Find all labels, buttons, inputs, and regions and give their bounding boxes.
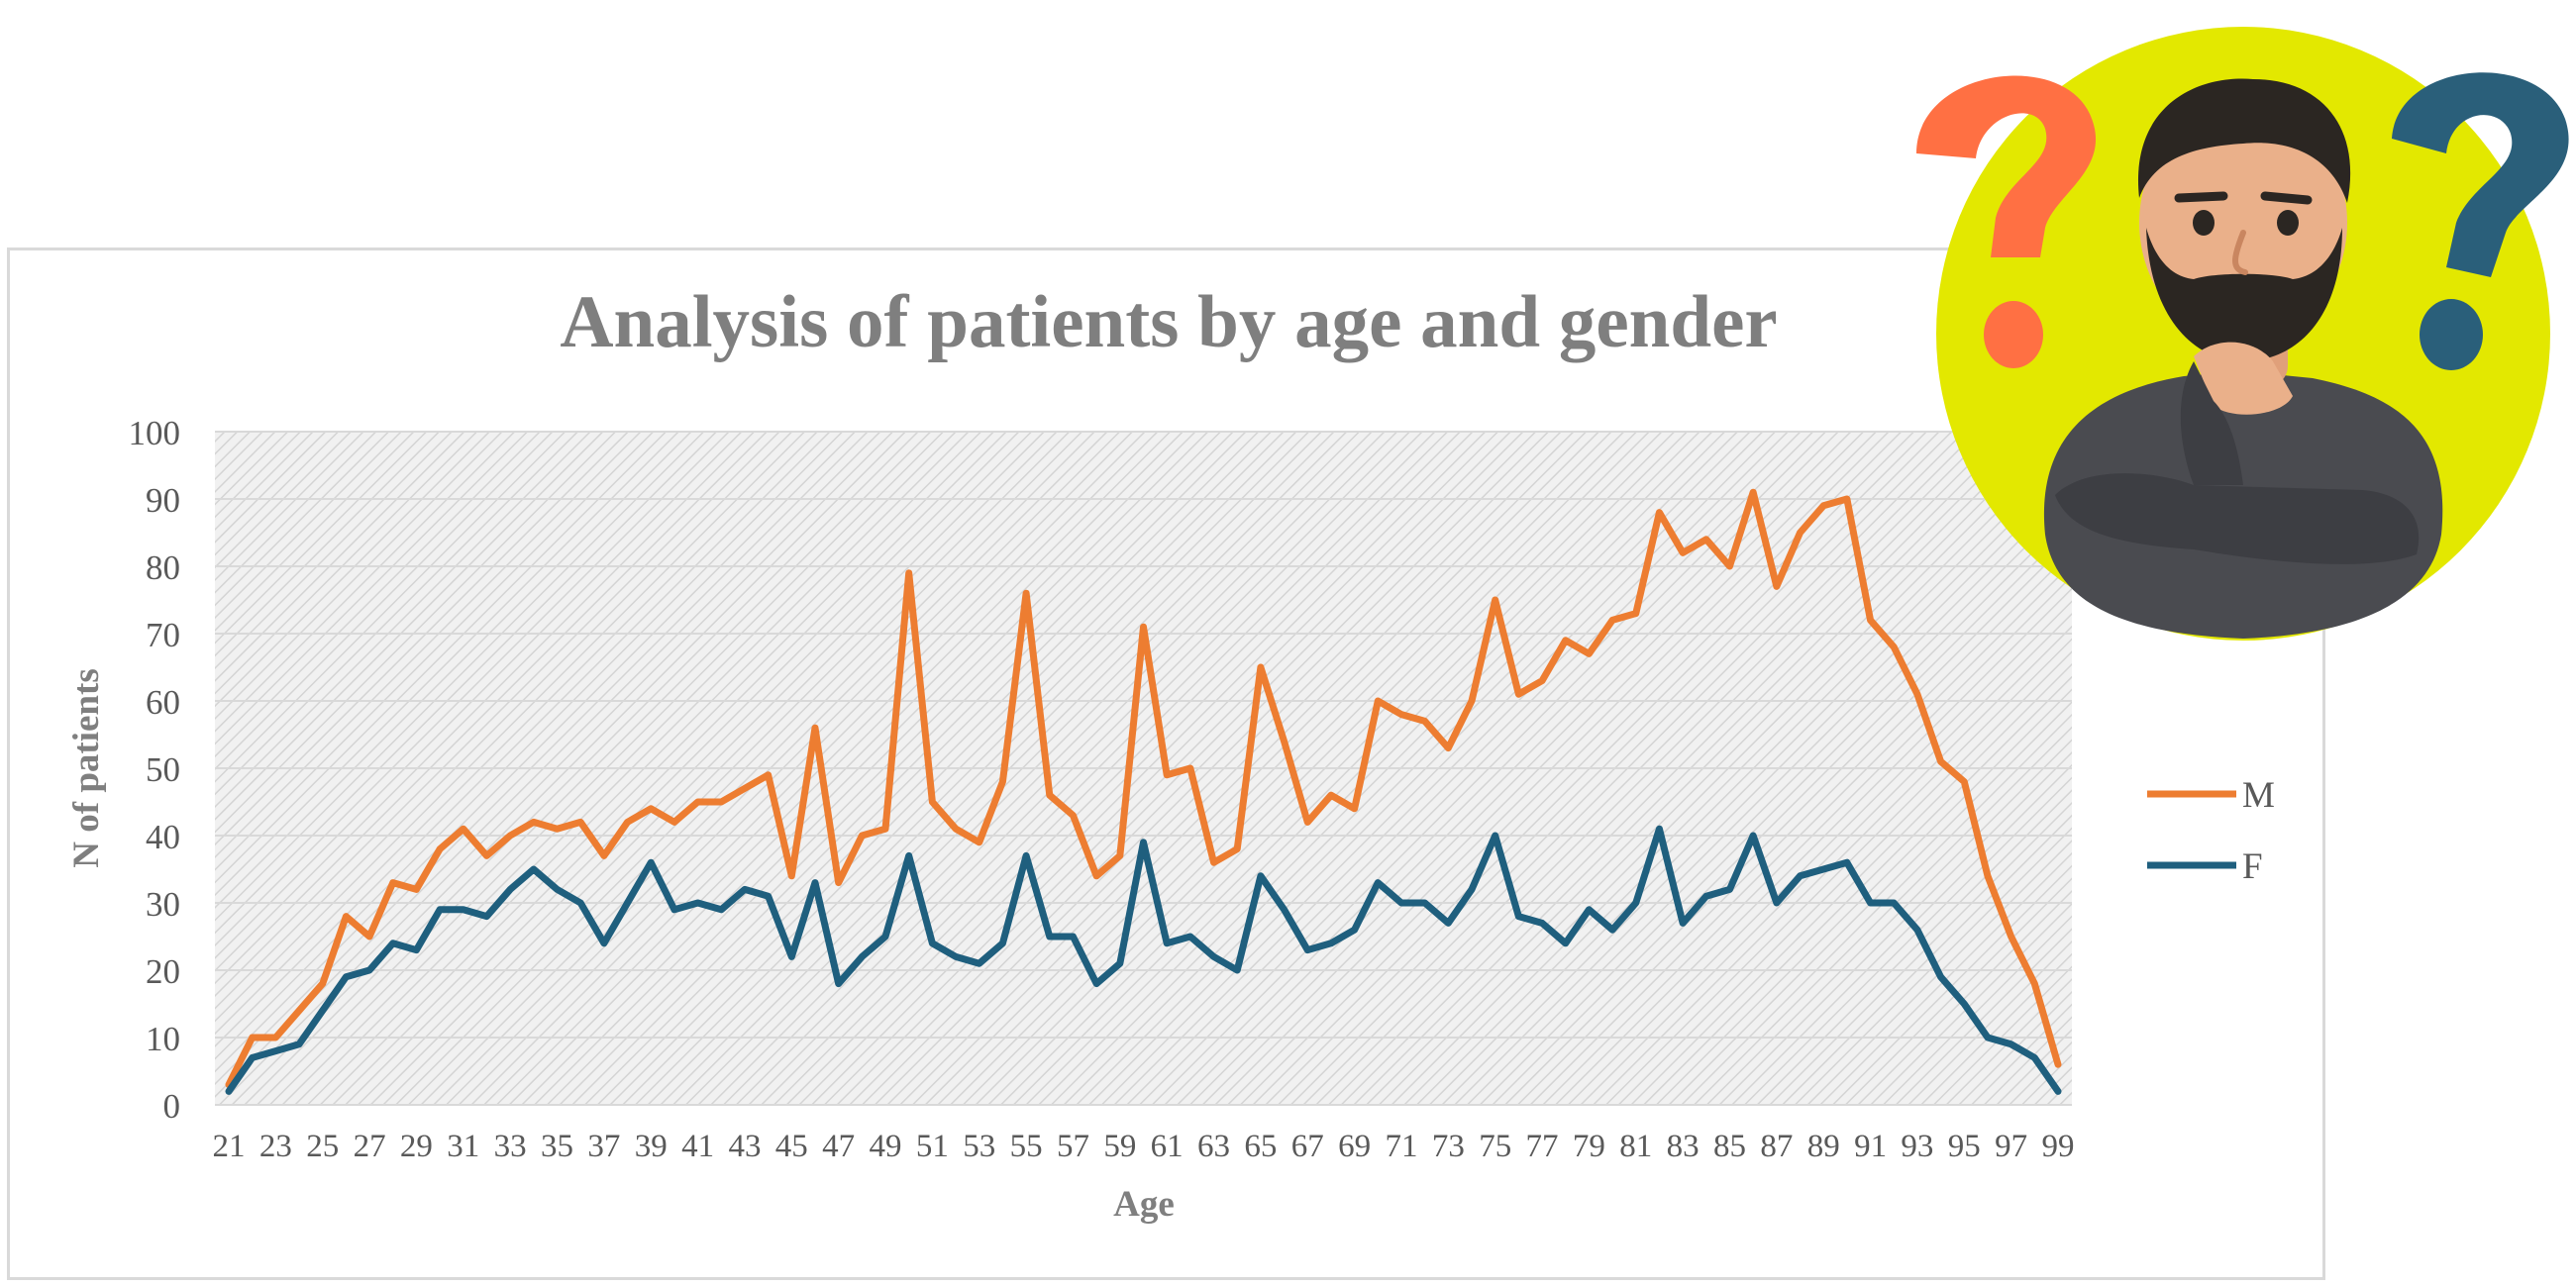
x-tick-label: 87 <box>1760 1129 1793 1164</box>
y-tick-label: 50 <box>146 750 180 789</box>
x-tick-label: 29 <box>400 1129 433 1164</box>
x-tick-label: 45 <box>775 1129 808 1164</box>
y-tick-label: 30 <box>146 885 180 924</box>
x-tick-label: 81 <box>1619 1129 1652 1164</box>
y-tick-label: 10 <box>146 1020 180 1058</box>
x-tick-label: 23 <box>259 1129 292 1164</box>
x-tick-label: 83 <box>1667 1129 1700 1164</box>
x-tick-label: 69 <box>1338 1129 1371 1164</box>
x-tick-label: 49 <box>870 1129 902 1164</box>
x-tick-label: 25 <box>306 1129 339 1164</box>
x-tick-label: 85 <box>1713 1129 1746 1164</box>
y-tick-label: 100 <box>129 414 181 452</box>
y-tick-label: 0 <box>163 1087 181 1126</box>
x-tick-label: 51 <box>916 1129 949 1164</box>
y-tick-label: 40 <box>146 818 180 856</box>
x-tick-label: 61 <box>1151 1129 1184 1164</box>
x-tick-label: 73 <box>1432 1129 1465 1164</box>
x-tick-label: 79 <box>1573 1129 1605 1164</box>
x-tick-label: 65 <box>1244 1129 1277 1164</box>
series-lines <box>225 488 2062 1095</box>
blue-question-mark-icon <box>2392 72 2569 370</box>
x-tick-label: 43 <box>728 1129 761 1164</box>
x-tick-labels: 21 23 25 27 29 31 33 35 37 39 41 43 45 47 49 51 53 55 57 59… <box>213 1129 2075 1164</box>
legend-label: F <box>2242 846 2263 887</box>
x-tick-label: 33 <box>494 1129 527 1164</box>
x-tick-label: 57 <box>1057 1129 1089 1164</box>
x-tick-label: 31 <box>447 1129 479 1164</box>
orange-question-mark-icon <box>1916 75 2097 368</box>
thinking-man-with-question-marks-icon <box>1916 27 2569 641</box>
x-tick-label: 35 <box>541 1129 573 1164</box>
chart-title: Analysis of patients by age and gender <box>560 281 1777 363</box>
x-tick-label: 95 <box>1948 1129 1981 1164</box>
y-tick-label: 60 <box>146 683 180 722</box>
legend-label: M <box>2242 775 2275 816</box>
x-tick-label: 89 <box>1807 1129 1840 1164</box>
y-tick-label: 20 <box>146 952 180 991</box>
x-tick-label: 97 <box>1995 1129 2027 1164</box>
x-tick-label: 59 <box>1103 1129 1136 1164</box>
gridlines <box>215 431 2072 1106</box>
legend: MF <box>2147 775 2275 887</box>
x-tick-label: 39 <box>635 1129 668 1164</box>
x-tick-label: 21 <box>213 1129 246 1164</box>
x-tick-label: 53 <box>963 1129 995 1164</box>
x-tick-label: 77 <box>1526 1129 1559 1164</box>
y-tick-label: 90 <box>146 481 180 520</box>
y-tick-label: 70 <box>146 616 180 654</box>
x-axis-label: Age <box>1113 1184 1175 1225</box>
x-tick-label: 93 <box>1901 1129 1933 1164</box>
y-axis-label: N of patients <box>66 668 107 867</box>
x-tick-label: 75 <box>1479 1129 1511 1164</box>
x-tick-label: 71 <box>1385 1129 1417 1164</box>
x-tick-label: 99 <box>2042 1129 2075 1164</box>
x-tick-label: 63 <box>1197 1129 1230 1164</box>
y-tick-label: 80 <box>146 548 180 587</box>
x-tick-label: 27 <box>354 1129 386 1164</box>
x-tick-label: 67 <box>1291 1129 1324 1164</box>
x-tick-label: 37 <box>587 1129 620 1164</box>
x-tick-label: 91 <box>1854 1129 1887 1164</box>
x-tick-label: 47 <box>822 1129 855 1164</box>
x-tick-label: 41 <box>681 1129 714 1164</box>
y-tick-labels: 0 10 20 30 40 50 60 70 80 90 100 <box>129 414 181 1126</box>
x-tick-label: 55 <box>1010 1129 1043 1164</box>
